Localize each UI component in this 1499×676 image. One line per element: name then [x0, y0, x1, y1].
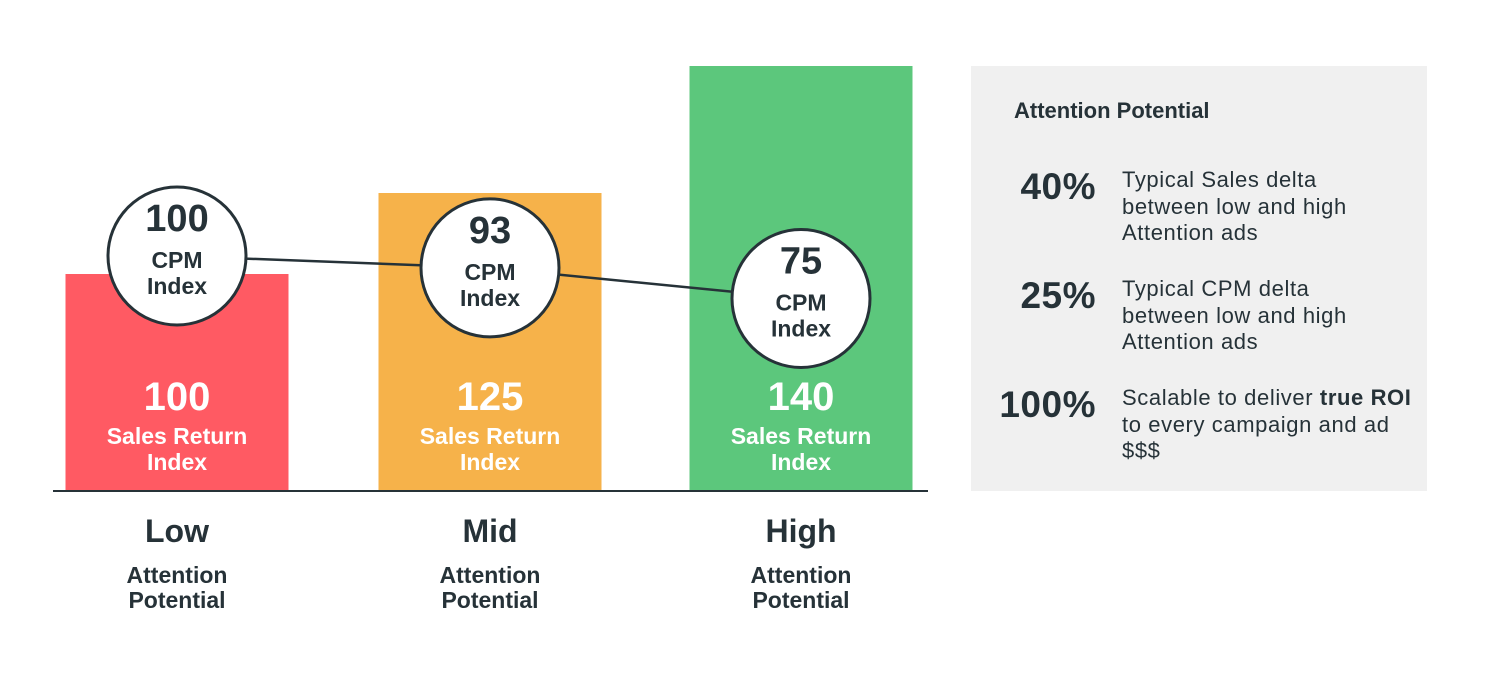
cpm-series-label: CPM: [464, 259, 515, 285]
desc-text: to every campaign and ad $$$: [1122, 411, 1390, 464]
attention-potential-panel: Attention Potential 40% Typical Sales de…: [971, 66, 1427, 491]
x-tick-label: Mid: [462, 513, 517, 549]
stat-value: 40%: [1020, 166, 1096, 207]
cpm-point-mid: [419, 197, 561, 339]
bar-series-label: Index: [460, 449, 520, 475]
desc-line: Attention ads: [1122, 329, 1259, 354]
x-tick-sublabel: Attention: [127, 562, 228, 588]
cpm-value-label: 75: [780, 241, 822, 283]
cpm-series-label: Index: [147, 273, 207, 299]
cpm-series-label: Index: [771, 316, 831, 342]
x-tick-label: High: [765, 513, 836, 549]
stat-value: 25%: [1020, 275, 1096, 316]
cpm-point-high: [730, 228, 872, 369]
bar-value-label: 125: [457, 375, 524, 419]
stat-description: Typical CPM delta between low and high A…: [1122, 276, 1412, 356]
desc-line: Attention ads: [1122, 220, 1259, 245]
desc-line: between low and high: [1122, 193, 1347, 219]
desc-line: between low and high: [1122, 302, 1347, 328]
stat-value: 100%: [999, 384, 1096, 425]
bar-series-label: Index: [147, 449, 207, 475]
cpm-series-label: CPM: [151, 247, 202, 273]
bar-series-label: Index: [771, 449, 831, 475]
stat-description: Typical Sales delta between low and high…: [1122, 167, 1412, 247]
cpm-series-label: CPM: [775, 290, 826, 316]
x-tick-label: Low: [145, 513, 209, 549]
stat-description: Scalable to deliver true ROI to every ca…: [1122, 385, 1412, 465]
cpm-value-label: 93: [469, 210, 511, 252]
x-tick-sublabel: Attention: [751, 562, 852, 588]
x-tick-sublabel: Potential: [752, 587, 849, 613]
cpm-value-label: 100: [145, 198, 208, 240]
bar-series-label: Sales Return: [107, 423, 248, 449]
desc-bold-text: true ROI: [1319, 385, 1412, 410]
desc-text: Scalable to deliver: [1122, 385, 1320, 410]
x-tick-sublabel: Potential: [441, 587, 538, 613]
cpm-point-low: [106, 185, 248, 327]
bar-series-label: Sales Return: [731, 423, 872, 449]
cpm-series-label: Index: [460, 285, 520, 311]
x-tick-sublabel: Attention: [440, 562, 541, 588]
desc-line: Typical Sales delta: [1122, 167, 1317, 192]
bar-series-label: Sales Return: [420, 423, 561, 449]
desc-line: Typical CPM delta: [1122, 276, 1310, 301]
bar-value-label: 100: [144, 375, 211, 419]
panel-title: Attention Potential: [1014, 98, 1210, 123]
bar-value-label: 140: [768, 375, 835, 419]
x-tick-sublabel: Potential: [128, 587, 225, 613]
